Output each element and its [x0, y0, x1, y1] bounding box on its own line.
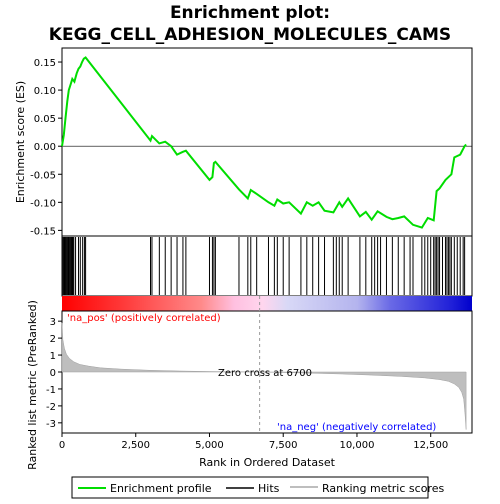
- neg-label: 'na_neg' (negatively correlated): [277, 422, 436, 433]
- enrichment-profile-line: [61, 56, 467, 229]
- x-axis-label: Rank in Ordered Dataset: [199, 456, 336, 469]
- legend: Enrichment profile Hits Ranking metric s…: [71, 476, 444, 499]
- chart-title-line2: KEGG_CELL_ADHESION_MOLECULES_CAMS: [49, 25, 451, 45]
- metric-y-tick-label: 0: [50, 368, 56, 379]
- es-y-tick-label: 0.10: [34, 86, 56, 97]
- legend-metric-label: Ranking metric scores: [322, 482, 444, 495]
- x-tick-label: 12,500: [413, 440, 448, 451]
- x-tick-label: 5,000: [195, 440, 224, 451]
- es-panel-frame: [61, 47, 473, 237]
- x-tick-label: 10,000: [339, 440, 374, 451]
- zero-cross-label: Zero cross at 6700: [218, 368, 312, 379]
- es-y-axis-label: Enrichment score (ES): [14, 81, 27, 203]
- x-tick-label: 0: [59, 440, 65, 451]
- es-y-tick-label: -0.15: [30, 226, 56, 237]
- metric-y-axis-label: Ranked list metric (PreRanked): [26, 300, 39, 470]
- x-tick-label: 2,500: [121, 440, 150, 451]
- es-y-tick-label: 0.00: [34, 142, 56, 153]
- pos-label: 'na_pos' (positively correlated): [67, 313, 221, 324]
- ranking-metric-area: [61, 322, 467, 430]
- x-tick-label: 7,500: [269, 440, 298, 451]
- es-y-axis: 0.15 0.10 0.05 0.00 -0.05 -0.10 -0.15: [30, 58, 62, 237]
- es-y-tick-label: 0.05: [34, 114, 56, 125]
- chart-title-line1: Enrichment plot:: [170, 3, 330, 23]
- es-y-tick-label: -0.10: [30, 198, 56, 209]
- x-axis: 0 2,500 5,000 7,500 10,000 12,500: [59, 433, 448, 451]
- hits-marks: [61, 237, 466, 295]
- metric-y-tick-label: -2: [46, 402, 56, 413]
- metric-y-tick-label: 1: [50, 351, 56, 362]
- es-y-tick-label: 0.15: [34, 58, 56, 69]
- legend-hits-label: Hits: [258, 482, 280, 495]
- metric-y-tick-label: 2: [50, 334, 56, 345]
- es-y-tick-label: -0.05: [30, 170, 56, 181]
- metric-y-tick-label: 3: [50, 317, 56, 328]
- rank-color-bar: [62, 296, 472, 311]
- legend-es-label: Enrichment profile: [110, 482, 212, 495]
- metric-y-tick-label: -1: [46, 385, 56, 396]
- metric-y-tick-label: -3: [46, 419, 56, 430]
- metric-y-axis: 3 2 1 0 -1 -2 -3: [46, 317, 62, 430]
